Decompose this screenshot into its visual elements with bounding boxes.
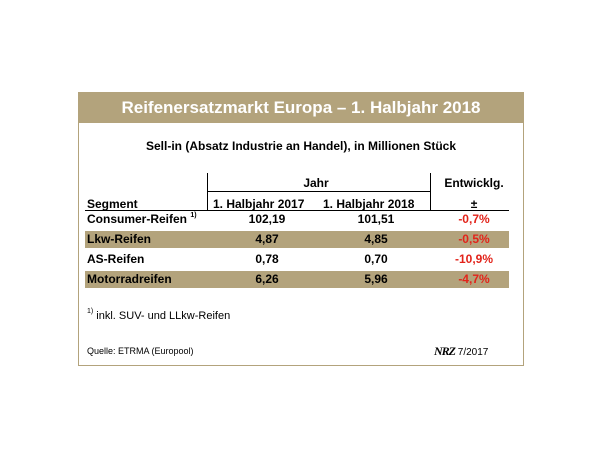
table-row: Lkw-Reifen 4,87 4,85 -0,5% [85,231,509,248]
col-2018-header: 1. Halbjahr 2018 [323,197,415,211]
source-note: Quelle: ETRMA (Europool) [87,346,194,356]
segment-cell: Motorradreifen [87,272,172,286]
value-2017-cell: 4,87 [255,232,279,246]
footnote: 1) inkl. SUV- und LLkw-Reifen [87,308,231,322]
segment-header: Segment [87,197,138,211]
value-2018-cell: 4,85 [364,232,388,246]
value-2018-cell: 0,70 [364,252,388,266]
value-2017-cell: 6,26 [255,272,279,286]
segment-cell: AS-Reifen [87,252,145,266]
table-row: AS-Reifen 0,78 0,70 -10,9% [85,251,509,268]
change-subheader: ± [470,197,478,211]
year-group-header: Jahr [303,176,329,190]
issue-number: 7/2017 [457,347,489,358]
change-header: Entwicklg. [444,176,504,190]
change-cell: -0,5% [458,232,490,246]
nrz-logo: NRZ [434,344,456,358]
value-2018-cell: 101,51 [357,212,395,226]
change-cell: -4,7% [458,272,490,286]
table-row: Consumer-Reifen 1) 102,19 101,51 -0,7% [85,211,509,228]
col-2017-header: 1. Halbjahr 2017 [213,197,305,211]
change-cell: -10,9% [454,252,494,266]
value-2017-cell: 0,78 [255,252,279,266]
infographic-card: Reifenersatzmarkt Europa – 1. Halbjahr 2… [78,92,524,366]
table-row: Motorradreifen 6,26 5,96 -4,7% [85,271,509,288]
card-subtitle: Sell-in (Absatz Industrie an Handel), in… [145,139,457,153]
change-cell: -0,7% [458,212,490,226]
column-divider [430,173,431,210]
value-2018-cell: 5,96 [364,272,388,286]
header-divider [207,191,430,192]
table-header-underline [85,210,509,211]
value-2017-cell: 102,19 [248,212,286,226]
publication-brand: NRZ 7/2017 [434,344,488,359]
segment-cell: Consumer-Reifen 1) [87,212,197,226]
card-title: Reifenersatzmarkt Europa – 1. Halbjahr 2… [79,93,523,123]
segment-cell: Lkw-Reifen [87,232,152,246]
